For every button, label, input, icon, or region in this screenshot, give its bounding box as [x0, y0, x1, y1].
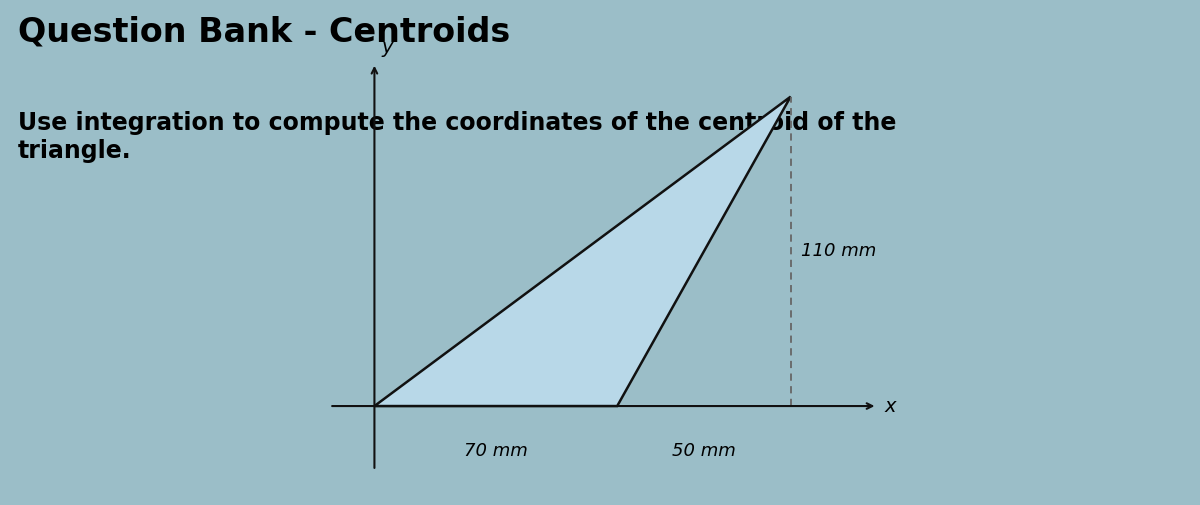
Text: 50 mm: 50 mm — [672, 442, 736, 460]
Polygon shape — [374, 96, 791, 406]
Text: 70 mm: 70 mm — [464, 442, 528, 460]
Text: 110 mm: 110 mm — [802, 242, 876, 261]
Text: y: y — [382, 38, 392, 57]
Text: x: x — [884, 396, 895, 416]
Text: Question Bank - Centroids: Question Bank - Centroids — [18, 15, 510, 48]
Text: Use integration to compute the coordinates of the centroid of the
triangle.: Use integration to compute the coordinat… — [18, 111, 896, 163]
